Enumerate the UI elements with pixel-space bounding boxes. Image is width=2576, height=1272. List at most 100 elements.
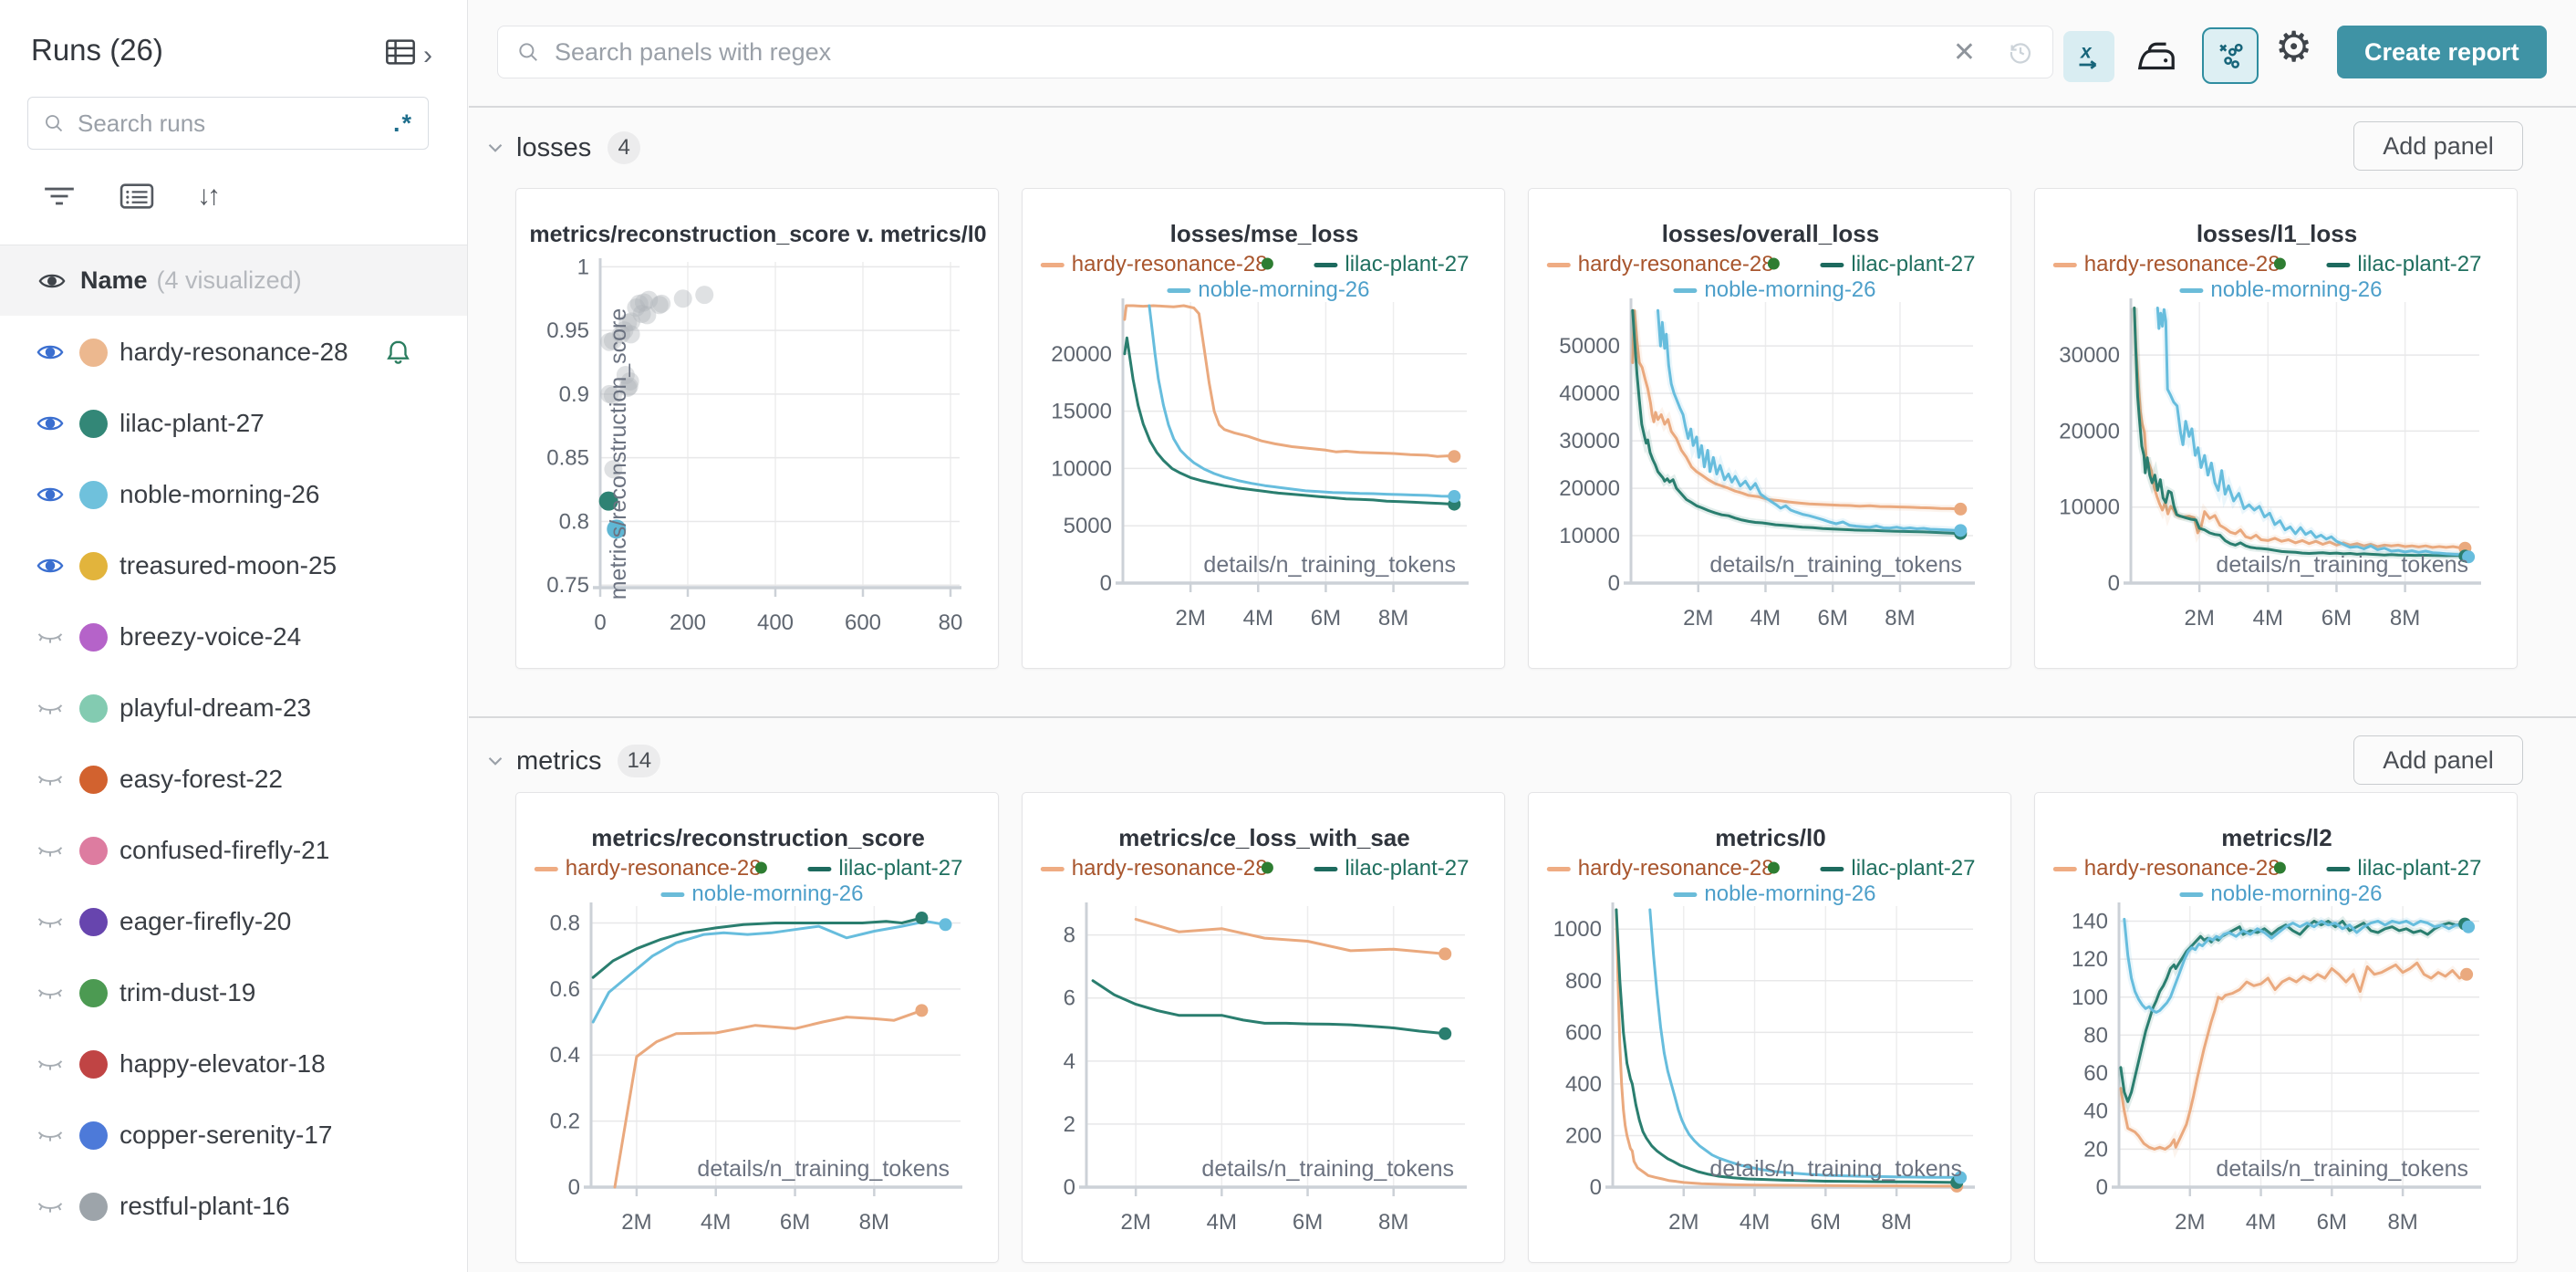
chart-canvas[interactable]: metrics/l0 hardy-resonance-28 lilac-plant-…: [1529, 793, 2011, 1263]
eye-closed-icon[interactable]: [36, 1050, 64, 1078]
section-header-losses[interactable]: losses 4: [483, 131, 641, 164]
run-row[interactable]: eager-firefly-20: [0, 886, 467, 957]
add-panel-button-losses[interactable]: Add panel: [2353, 121, 2523, 171]
eye-closed-icon[interactable]: [36, 908, 64, 935]
run-name[interactable]: eager-firefly-20: [119, 907, 292, 935]
legend-entry[interactable]: lilac-plant-27: [2357, 856, 2481, 881]
notification-bell-icon[interactable]: [383, 338, 413, 368]
chart-canvas[interactable]: metrics/reconstruction_score v. metrics/…: [516, 189, 999, 660]
point-aggregation-button[interactable]: [2202, 27, 2259, 84]
eye-open-icon[interactable]: [36, 339, 64, 366]
legend-entry[interactable]: lilac-plant-27: [1345, 252, 1469, 276]
panel-search[interactable]: ✕: [497, 26, 2053, 78]
run-row[interactable]: happy-elevator-18: [0, 1028, 467, 1100]
run-row[interactable]: hardy-resonance-28: [0, 317, 467, 388]
legend-entry[interactable]: noble-morning-26: [691, 881, 863, 906]
run-name[interactable]: hardy-resonance-28: [119, 338, 348, 366]
chevron-down-icon[interactable]: [483, 749, 507, 773]
run-row[interactable]: noble-morning-26: [0, 459, 467, 530]
legend-entry[interactable]: lilac-plant-27: [2357, 252, 2481, 276]
eye-open-icon[interactable]: [36, 410, 64, 437]
legend-entry[interactable]: hardy-resonance-28: [566, 856, 762, 881]
chart-canvas[interactable]: losses/l1_loss hardy-resonance-28 lilac-pl…: [2035, 189, 2518, 660]
run-row[interactable]: trim-dust-19: [0, 957, 467, 1028]
run-name[interactable]: treasured-moon-25: [119, 551, 338, 579]
eye-closed-icon[interactable]: [36, 837, 64, 864]
run-row[interactable]: treasured-moon-25: [0, 530, 467, 601]
runs-table-icon[interactable]: [383, 36, 418, 68]
run-name[interactable]: trim-dust-19: [119, 978, 256, 1006]
legend-entry[interactable]: lilac-plant-27: [1851, 252, 1975, 276]
chart-canvas[interactable]: metrics/reconstruction_score hardy-resona…: [516, 793, 999, 1263]
run-row[interactable]: restful-plant-16: [0, 1171, 467, 1242]
run-name[interactable]: copper-serenity-17: [119, 1121, 333, 1149]
workspace-settings-gear-icon[interactable]: ⚙: [2275, 23, 2313, 70]
chart-canvas[interactable]: losses/mse_loss hardy-resonance-28 lilac-p…: [1023, 189, 1505, 660]
legend-entry[interactable]: noble-morning-26: [1704, 277, 1875, 302]
legend-entry[interactable]: lilac-plant-27: [838, 856, 962, 881]
scatter-run-point[interactable]: [607, 519, 627, 539]
eye-all-icon[interactable]: [38, 267, 66, 295]
eye-closed-icon[interactable]: [36, 1121, 64, 1149]
eye-open-icon[interactable]: [36, 481, 64, 508]
legend-entry[interactable]: hardy-resonance-28: [1072, 856, 1268, 881]
section-label[interactable]: losses: [516, 132, 592, 162]
run-details-list-icon[interactable]: [119, 179, 155, 214]
add-panel-button-metrics[interactable]: Add panel: [2353, 735, 2523, 785]
run-row[interactable]: confused-firefly-21: [0, 815, 467, 886]
panel-mse-loss[interactable]: losses/mse_loss hardy-resonance-28 lilac-p…: [1022, 188, 1505, 669]
clear-search-icon[interactable]: ✕: [1952, 36, 1976, 68]
panel-ce-loss-with-sae[interactable]: metrics/ce_loss_with_sae hardy-resonance-…: [1022, 792, 1505, 1263]
legend-entry[interactable]: lilac-plant-27: [1345, 856, 1469, 881]
legend-entry[interactable]: noble-morning-26: [2210, 277, 2382, 302]
panel-l1-loss[interactable]: losses/l1_loss hardy-resonance-28 lilac-pl…: [2034, 188, 2518, 669]
panel-reconstruction-vs-l0[interactable]: metrics/reconstruction_score v. metrics/…: [515, 188, 999, 669]
regex-toggle[interactable]: .*: [392, 109, 413, 137]
runs-search-input[interactable]: [78, 109, 393, 138]
x-axis-settings-button[interactable]: x: [2063, 31, 2114, 82]
create-report-button[interactable]: Create report: [2337, 26, 2547, 78]
panel-reconstruction-score[interactable]: metrics/reconstruction_score hardy-resona…: [515, 792, 999, 1263]
run-name[interactable]: playful-dream-23: [119, 693, 312, 722]
history-icon[interactable]: [2007, 38, 2034, 66]
eye-closed-icon[interactable]: [36, 766, 64, 793]
run-name[interactable]: easy-forest-22: [119, 765, 283, 793]
section-label[interactable]: metrics: [516, 745, 602, 776]
legend-entry[interactable]: hardy-resonance-28: [2084, 252, 2280, 276]
legend-entry[interactable]: noble-morning-26: [1198, 277, 1369, 302]
filter-icon[interactable]: [42, 179, 77, 214]
legend-entry[interactable]: hardy-resonance-28: [1578, 252, 1774, 276]
legend-entry[interactable]: noble-morning-26: [2210, 881, 2382, 906]
legend-entry[interactable]: hardy-resonance-28: [2084, 856, 2280, 881]
run-row[interactable]: playful-dream-23: [0, 672, 467, 744]
run-row[interactable]: lilac-plant-27: [0, 388, 467, 459]
run-row[interactable]: easy-forest-22: [0, 744, 467, 815]
section-header-metrics[interactable]: metrics 14: [483, 745, 661, 777]
run-name[interactable]: lilac-plant-27: [119, 409, 265, 437]
chevron-down-icon[interactable]: [483, 136, 507, 160]
run-name[interactable]: restful-plant-16: [119, 1192, 290, 1220]
legend-entry[interactable]: hardy-resonance-28: [1072, 252, 1268, 276]
panel-overall-loss[interactable]: losses/overall_loss hardy-resonance-28 lil…: [1528, 188, 2011, 669]
chart-canvas[interactable]: metrics/l2 hardy-resonance-28 lilac-plant-…: [2035, 793, 2518, 1263]
chart-canvas[interactable]: losses/overall_loss hardy-resonance-28 lil…: [1529, 189, 2011, 660]
eye-open-icon[interactable]: [36, 552, 64, 579]
run-name[interactable]: breezy-voice-24: [119, 622, 302, 651]
run-name[interactable]: noble-morning-26: [119, 480, 320, 508]
eye-closed-icon[interactable]: [36, 623, 64, 651]
smoothing-button[interactable]: [2133, 33, 2180, 80]
run-name[interactable]: confused-firefly-21: [119, 836, 330, 864]
eye-closed-icon[interactable]: [36, 694, 64, 722]
run-row[interactable]: copper-serenity-17: [0, 1100, 467, 1171]
runs-search[interactable]: .*: [27, 97, 429, 150]
legend-entry[interactable]: hardy-resonance-28: [1578, 856, 1774, 881]
sort-icon[interactable]: ↓↑: [197, 181, 221, 211]
run-row[interactable]: breezy-voice-24: [0, 601, 467, 672]
scatter-run-point[interactable]: [598, 491, 618, 511]
legend-entry[interactable]: noble-morning-26: [1704, 881, 1875, 906]
panel-l2[interactable]: metrics/l2 hardy-resonance-28 lilac-plant-…: [2034, 792, 2518, 1263]
panel-search-input[interactable]: [555, 37, 1953, 67]
chart-canvas[interactable]: metrics/ce_loss_with_sae hardy-resonance-…: [1023, 793, 1505, 1263]
panel-l0[interactable]: metrics/l0 hardy-resonance-28 lilac-plant-…: [1528, 792, 2011, 1263]
eye-closed-icon[interactable]: [36, 979, 64, 1006]
